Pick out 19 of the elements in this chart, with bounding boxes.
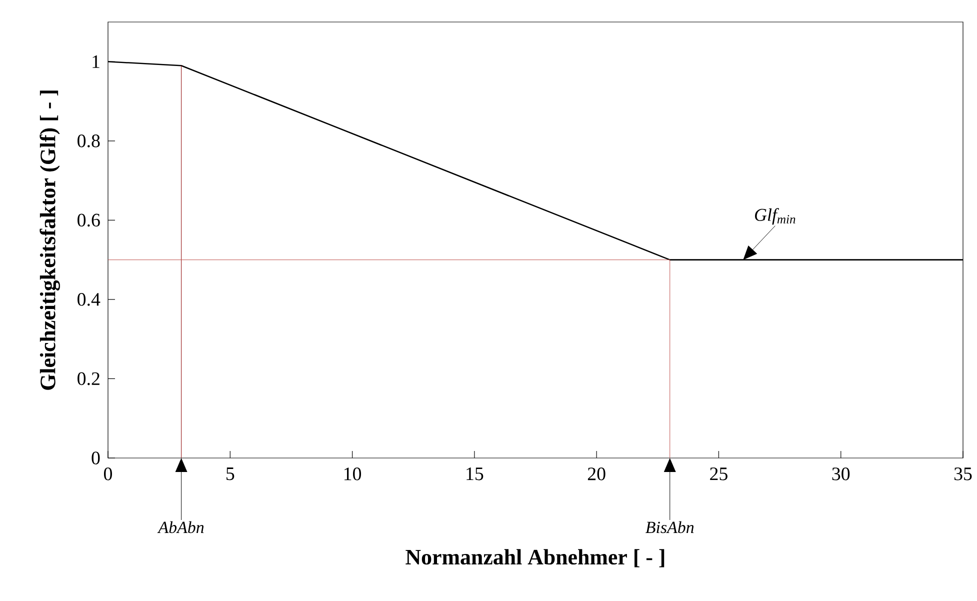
x-axis-title: Normanzahl Abnehmer [ - ]: [406, 549, 664, 568]
text: BisAbn: [646, 521, 694, 534]
x-tick-label: 35: [954, 468, 972, 480]
annotation: Glf$_{min}$: [755, 208, 796, 225]
y-tick-label: 0.8: [78, 134, 100, 148]
x-tick-label: 20: [588, 468, 606, 480]
y-axis-title: Gleichzeitigkeitsfaktor (Glf) [ - ]: [40, 90, 60, 390]
text: AbAbn: [157, 521, 204, 534]
y-tick-label: 0.2: [78, 372, 100, 386]
x-tick-label: 15: [466, 468, 484, 480]
x-tick-label: 0: [104, 468, 112, 480]
y-tick-label: 0.4: [78, 293, 100, 306]
y-tick-label: 0: [92, 452, 100, 464]
x-tick-label: 10: [344, 468, 362, 480]
x-tick-label: 25: [710, 468, 728, 480]
x-tick-label: 30: [832, 468, 850, 480]
y-tick-label: 1: [92, 55, 100, 68]
x-tick-label: 5: [226, 468, 234, 480]
y-tick-label: 0.6: [78, 214, 100, 227]
